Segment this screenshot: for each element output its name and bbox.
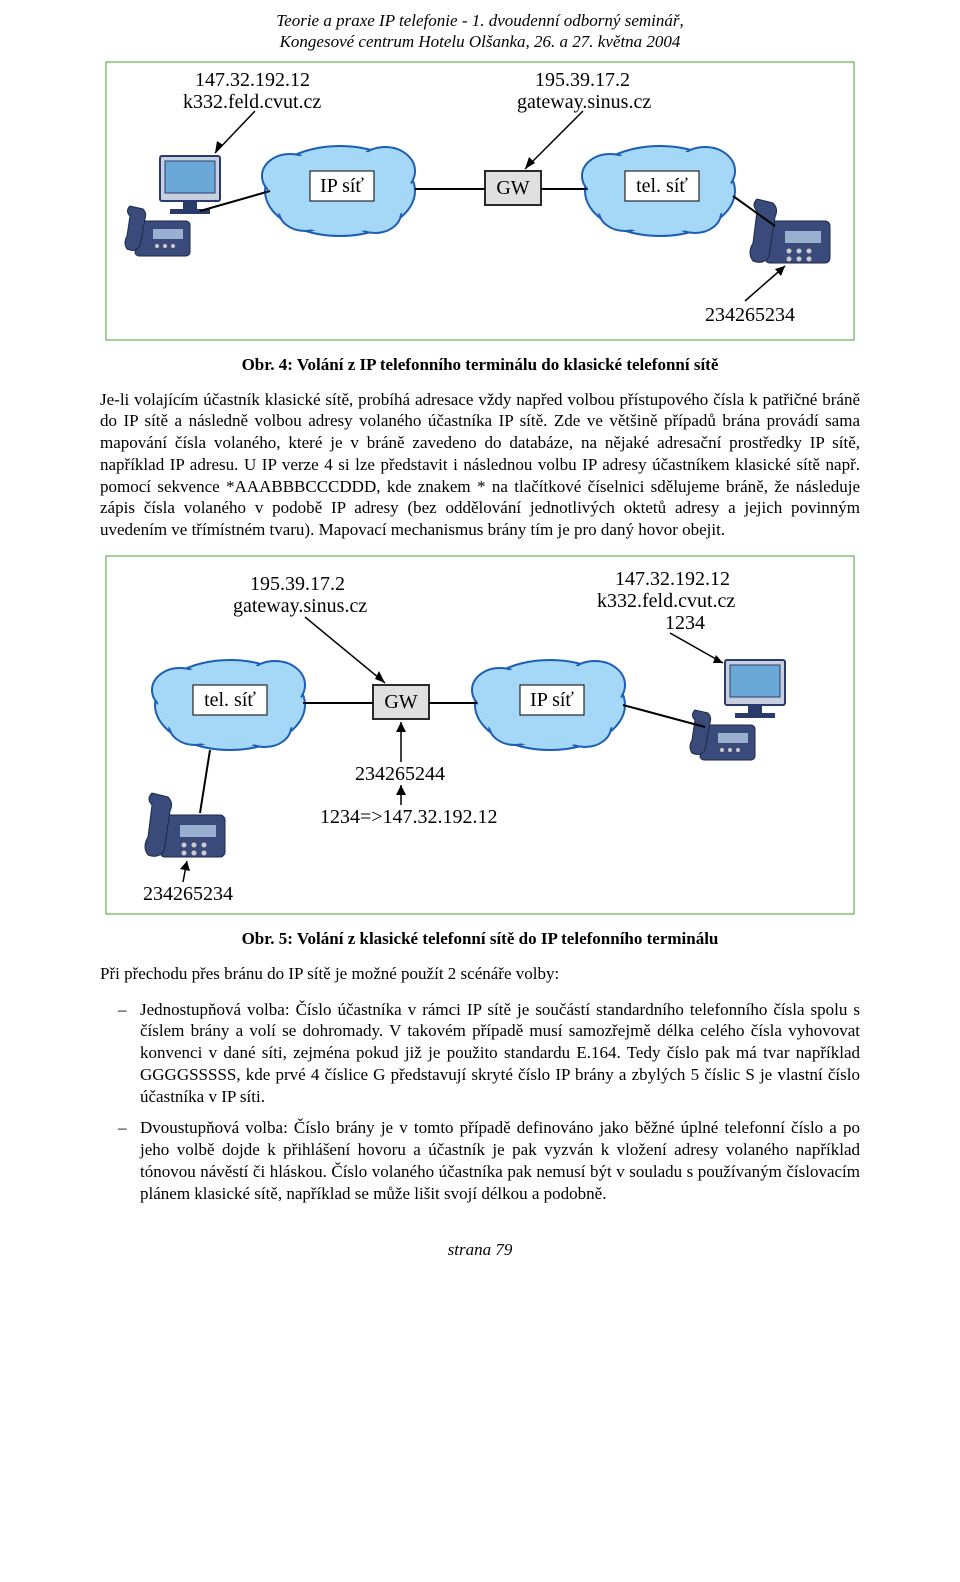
- figure-5-caption: Obr. 5: Volání z klasické telefonní sítě…: [100, 929, 860, 949]
- figure-5-diagram: 195.39.17.2 gateway.sinus.cz 147.32.192.…: [105, 555, 855, 915]
- fig4-top-left-host: k332.feld.cvut.cz: [183, 91, 321, 113]
- fig4-cloud-right-label: tel. síť: [636, 175, 688, 197]
- arrow-head: [375, 671, 385, 683]
- arrow-line: [305, 617, 385, 683]
- fig5-cloud-left-label: tel. síť: [204, 689, 256, 711]
- fig4-cloud-left-label: IP síť: [320, 175, 364, 197]
- header-line-1: Teorie a praxe IP telefonie - 1. dvouden…: [100, 10, 860, 31]
- fig5-gw-below: 234265244: [355, 763, 445, 785]
- arrow-head: [396, 785, 406, 795]
- fig5-top-right-ip: 147.32.192.12: [615, 568, 730, 590]
- fig4-bottom-right: 234265234: [705, 304, 795, 326]
- fig5-top-right-host: k332.feld.cvut.cz: [597, 590, 735, 612]
- telephone-icon: [750, 199, 830, 263]
- figure-4-caption: Obr. 4: Volání z IP telefonního terminál…: [100, 355, 860, 375]
- fig4-top-left-ip: 147.32.192.12: [195, 69, 310, 91]
- ip-terminal-icon: [125, 156, 220, 256]
- fig4-top-right-host: gateway.sinus.cz: [517, 91, 651, 113]
- fig4-gw-label: GW: [496, 177, 529, 199]
- list-item: Dvoustupňová volba: Číslo brány je v tom…: [100, 1117, 860, 1204]
- fig5-top-left-host: gateway.sinus.cz: [233, 595, 367, 617]
- fig5-mapping: 1234=>147.32.192.12: [320, 806, 498, 828]
- figure-4-diagram: 147.32.192.12 k332.feld.cvut.cz 195.39.1…: [105, 61, 855, 341]
- arrow-head: [215, 141, 223, 153]
- telephone-icon: [145, 793, 225, 857]
- paragraph-1: Je-li volajícím účastník klasické sítě, …: [100, 389, 860, 541]
- fig5-bottom-left: 234265234: [143, 883, 233, 905]
- paragraph-2: Při přechodu přes bránu do IP sítě je mo…: [100, 963, 860, 985]
- page-footer: strana 79: [100, 1240, 860, 1260]
- arrow-line: [525, 111, 583, 169]
- fig4-top-right-ip: 195.39.17.2: [535, 69, 630, 91]
- page-header: Teorie a praxe IP telefonie - 1. dvouden…: [100, 10, 860, 53]
- fig5-top-right-ext: 1234: [665, 612, 705, 634]
- arrow-head: [525, 157, 535, 169]
- arrow-head: [713, 655, 723, 663]
- arrow-head: [180, 861, 190, 871]
- arrow-head: [775, 266, 785, 276]
- header-line-2: Kongesové centrum Hotelu Olšanka, 26. a …: [100, 31, 860, 52]
- ip-terminal-icon: [690, 660, 785, 760]
- fig5-cloud-right-label: IP síť: [530, 689, 574, 711]
- scenario-list: Jednostupňová volba: Číslo účastníka v r…: [100, 999, 860, 1205]
- arrow-head: [396, 722, 406, 732]
- fig5-top-left-ip: 195.39.17.2: [250, 573, 345, 595]
- connection-line: [200, 750, 210, 813]
- list-item: Jednostupňová volba: Číslo účastníka v r…: [100, 999, 860, 1108]
- fig5-gw-label: GW: [384, 691, 417, 713]
